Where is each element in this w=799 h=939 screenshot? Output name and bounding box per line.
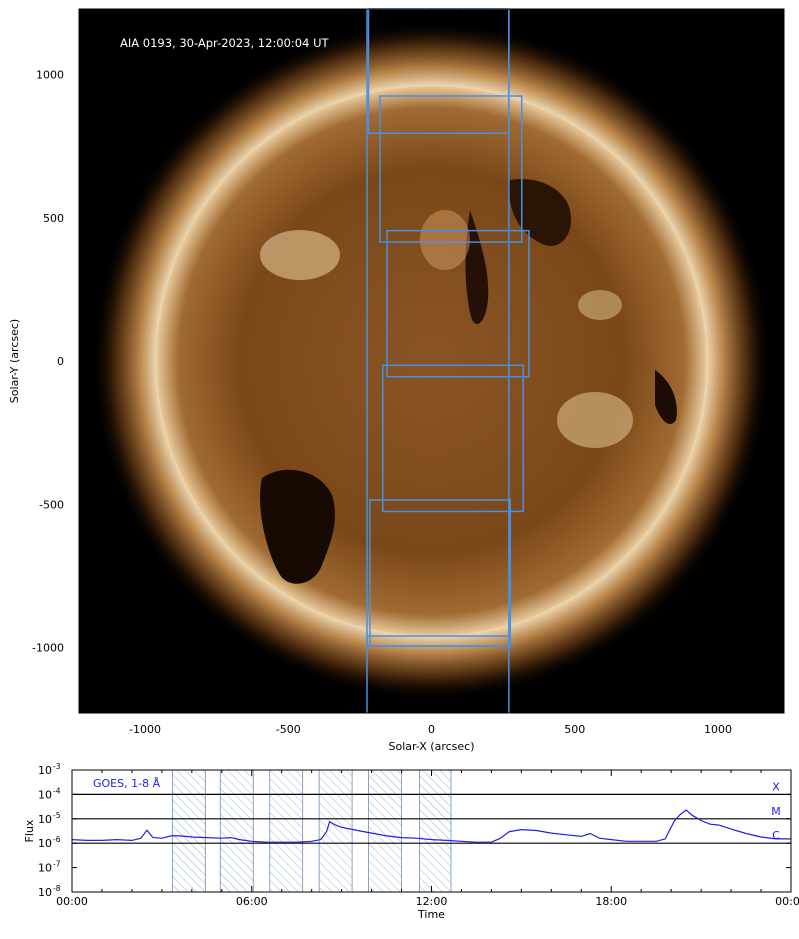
shaded-interval-6 (419, 769, 452, 893)
goes-flux-line (72, 809, 791, 843)
shaded-interval-3 (269, 769, 304, 893)
time-tick-label: 06:00 (236, 895, 268, 908)
active-region-west (557, 392, 633, 448)
goes-shaded-intervals (171, 769, 452, 893)
y-tick-label: 1000 (36, 69, 64, 82)
aia-y-axis-label: Solar-Y (arcsec) (8, 319, 21, 403)
time-tick-label: 00:00 (775, 895, 799, 908)
fov-box-4 (382, 364, 524, 513)
flux-tick-label: 10 (38, 886, 52, 899)
shaded-interval-1 (171, 769, 206, 893)
shaded-interval-4 (318, 769, 353, 893)
goes-x-axis-label: Time (417, 908, 445, 921)
y-tick-label: -500 (39, 498, 64, 511)
flux-tick-exponent: -3 (53, 762, 61, 771)
active-region-center (420, 210, 470, 270)
aia-image (91, 21, 772, 701)
y-tick-label: 500 (43, 212, 64, 225)
image-timestamp-label: AIA 0193, 30-Apr-2023, 12:00:04 UT (120, 36, 329, 50)
coronal-hole-east-limb (655, 370, 677, 425)
goes-y-axis-label: Flux (23, 819, 36, 842)
flux-tick-exponent: -5 (53, 811, 61, 820)
flux-tick-label: 10 (38, 837, 52, 850)
y-tick-label: 0 (57, 355, 64, 368)
flux-tick-label: 10 (38, 862, 52, 875)
coronal-hole-south (260, 469, 335, 584)
goes-class-labels: XMC (771, 780, 781, 842)
aia-x-tick-labels: -1000 -500 0 500 1000 (129, 723, 732, 736)
goes-class-label-X: X (772, 780, 780, 793)
time-tick-label: 18:00 (595, 895, 627, 908)
goes-class-levels (72, 793, 791, 844)
active-region-nw (578, 290, 622, 320)
dark-filament-center (465, 210, 489, 324)
solar-disk (156, 86, 707, 636)
aia-x-axis-label: Solar-X (arcsec) (389, 740, 475, 753)
flux-tick-label: 10 (38, 764, 52, 777)
x-tick-label: 0 (428, 723, 435, 736)
x-tick-label: 500 (564, 723, 585, 736)
flux-tick-exponent: -7 (53, 860, 61, 869)
y-tick-label: -1000 (32, 642, 64, 655)
shaded-interval-2 (219, 769, 254, 893)
time-tick-label: 00:00 (56, 895, 88, 908)
shaded-interval-5 (368, 769, 402, 893)
x-tick-label: 1000 (704, 723, 732, 736)
flux-tick-exponent: -4 (53, 786, 61, 795)
flux-tick-exponent: -6 (53, 835, 61, 844)
coronal-hole-north (509, 179, 571, 246)
active-region-east (260, 230, 340, 280)
goes-tick-marks (71, 769, 792, 893)
aia-tick-marks (79, 9, 784, 713)
time-tick-label: 12:00 (416, 895, 448, 908)
x-tick-label: -500 (276, 723, 301, 736)
aia-y-tick-labels: 1000 500 0 -500 -1000 (32, 69, 64, 655)
x-tick-label: -1000 (129, 723, 161, 736)
goes-class-label-C: C (772, 829, 780, 842)
goes-y-tick-labels: 10-310-410-510-610-710-8 (38, 762, 61, 899)
goes-channel-label: GOES, 1-8 Å (93, 777, 161, 790)
fov-box-2 (379, 95, 523, 243)
flux-tick-exponent: -8 (53, 884, 61, 893)
flux-tick-label: 10 (38, 813, 52, 826)
fov-box-6 (366, 635, 510, 647)
flux-tick-label: 10 (38, 788, 52, 801)
goes-class-label-M: M (771, 805, 781, 818)
goes-x-tick-labels: 00:00 06:00 12:00 18:00 00:00 (56, 895, 799, 908)
fov-box-3 (386, 229, 530, 378)
aia-panel: AIA 0193, 30-Apr-2023, 12:00:04 UT -1000… (8, 8, 785, 753)
